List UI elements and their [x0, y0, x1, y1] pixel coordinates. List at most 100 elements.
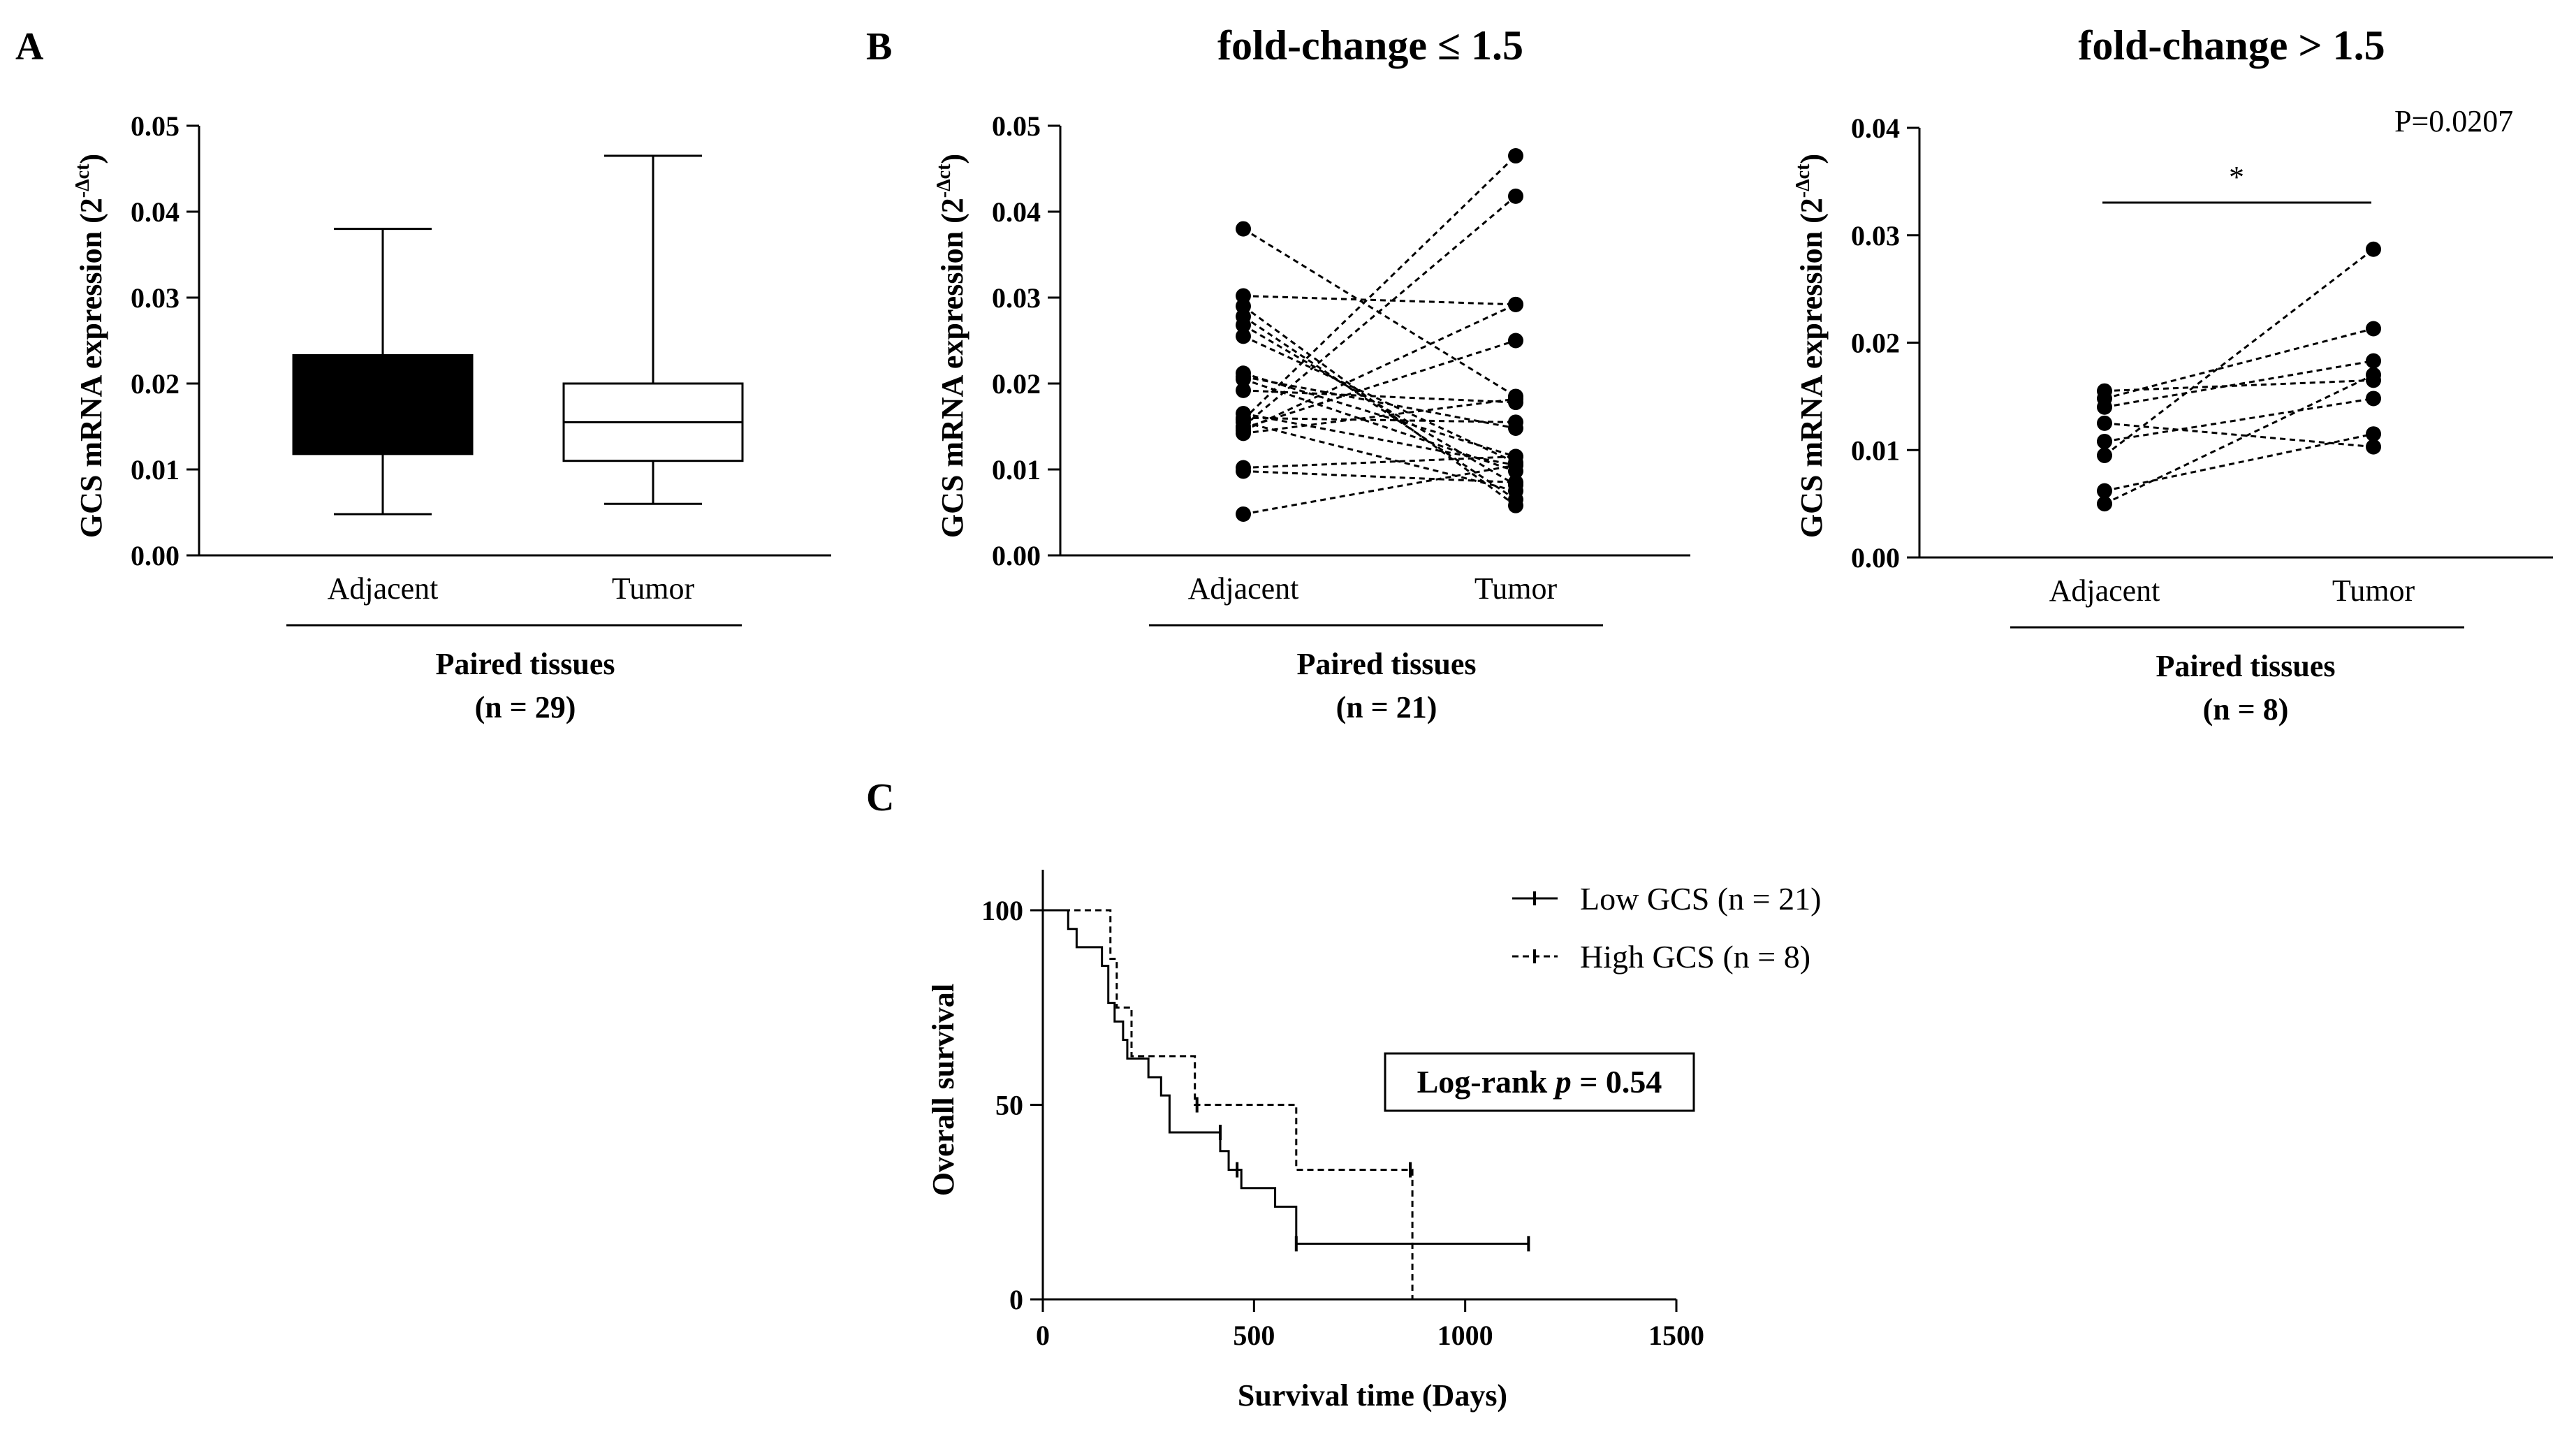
- panel-b2-pairs: [2097, 241, 2381, 512]
- legend-high-label: High GCS (n = 8): [1580, 939, 1810, 975]
- panel-a-y-tick-label: 0.04: [131, 196, 180, 228]
- panel-b2-significance-star: *: [2229, 160, 2244, 194]
- adjacent-point: [2097, 399, 2112, 415]
- pair-line: [1243, 375, 1516, 430]
- panel-c-x-tick-label: 0: [1036, 1320, 1050, 1351]
- panel-b1-y-tick-label: 0.05: [992, 110, 1041, 142]
- pair-line: [1243, 464, 1516, 516]
- pair-line: [2104, 379, 2374, 393]
- adjacent-point: [2097, 447, 2112, 463]
- panel-b1-y-tick-label: 0.01: [992, 454, 1041, 486]
- panel-a-y-tick-label: 0.03: [131, 282, 180, 314]
- tumor-point: [1508, 474, 1523, 490]
- panel-a-y-ticks: 0.00 0.01 0.02 0.03 0.04 0.05: [131, 110, 199, 571]
- panel-b1-x-tick-adjacent: Adjacent: [1188, 571, 1299, 606]
- tumor-point: [2366, 241, 2381, 257]
- panel-letter-b: B: [866, 25, 892, 68]
- panel-b1-title: fold-change ≤ 1.5: [1217, 22, 1523, 68]
- panel-b1-y-axis-title: GCS mRNA expression (2-Δct): [933, 154, 969, 538]
- pair-line: [2104, 397, 2374, 443]
- panel-letter-c: C: [866, 776, 894, 819]
- panel-c-curves: [1043, 909, 1530, 1299]
- panel-b2-y-tick-label: 0.04: [1851, 112, 1900, 144]
- pair-line: [1243, 389, 1516, 404]
- tumor-point: [1508, 188, 1523, 204]
- tumor-point: [2366, 353, 2381, 369]
- panel-c-x-tick-label: 1500: [1648, 1320, 1704, 1351]
- pair-line: [1242, 154, 1517, 421]
- tumor-point: [2366, 321, 2381, 337]
- panel-b1-y-tick-label: 0.03: [992, 282, 1041, 314]
- panel-b2-y-axis-title: GCS mRNA expression (2-Δct): [1792, 154, 1829, 538]
- panel-a-chart: GCS mRNA expression (2-Δct) 0.00 0.01 0.02…: [72, 110, 831, 724]
- pair-line: [2104, 328, 2374, 400]
- panel-c-stat-label: Log-rank p = 0.54: [1417, 1064, 1662, 1100]
- adjacent-point: [2097, 483, 2112, 499]
- pair-line: [1243, 335, 1516, 464]
- adjacent-point: [2097, 415, 2112, 431]
- panel-b1-chart: fold-change ≤ 1.5 GCS mRNA expression (2…: [933, 22, 1690, 724]
- panel-a-x-tick-adjacent: Adjacent: [328, 571, 439, 606]
- panel-b2-x-tick-tumor: Tumor: [2332, 574, 2415, 608]
- panel-b2-y-tick-label: 0.02: [1851, 328, 1900, 359]
- panel-a-y-tick-label: 0.01: [131, 454, 180, 486]
- panel-c-x-tick-label: 500: [1233, 1320, 1275, 1351]
- pair-line: [1243, 295, 1516, 306]
- high-gcs-curve: [1043, 909, 1414, 1299]
- panel-b1-y-tick-label: 0.04: [992, 196, 1041, 228]
- adjacent-point: [1236, 328, 1251, 344]
- tumor-point: [1508, 296, 1523, 312]
- panel-letter-a: A: [15, 25, 44, 68]
- panel-c-x-axis-title: Survival time (Days): [1238, 1378, 1507, 1413]
- pair-line: [1243, 303, 1516, 432]
- adjacent-point: [1236, 382, 1251, 398]
- panel-b1-y-tick-label: 0.00: [992, 540, 1041, 571]
- adjacent-point: [1236, 369, 1251, 385]
- panel-a-n-label: (n = 29): [475, 690, 576, 724]
- tumor-point: [2366, 367, 2381, 383]
- pair-line: [1243, 455, 1516, 469]
- adjacent-point: [1236, 463, 1251, 479]
- pair-line: [1243, 324, 1516, 486]
- tumor-point: [1508, 414, 1523, 430]
- panel-a-y-tick-label: 0.02: [131, 368, 180, 400]
- panel-c-y-axis-title: Overall survival: [926, 984, 960, 1196]
- panel-b2-chart: fold-change > 1.5 GCS mRNA expression (2…: [1792, 22, 2553, 727]
- tumor-point: [2366, 426, 2381, 442]
- box-body: [292, 353, 474, 455]
- panel-b2-title: fold-change > 1.5: [2078, 22, 2385, 68]
- adjacent-point: [1236, 221, 1251, 237]
- pair-line: [2104, 248, 2374, 457]
- panel-b2-group-label: Paired tissues: [2156, 649, 2335, 683]
- panel-b2-p-value: P=0.0207: [2394, 104, 2513, 138]
- panel-b2-y-tick-label: 0.00: [1851, 542, 1900, 574]
- pair-line: [1243, 421, 1516, 493]
- low-gcs-curve: [1043, 909, 1529, 1245]
- pair-line: [2104, 360, 2374, 409]
- pair-line: [1243, 378, 1516, 472]
- panel-b2-x-tick-adjacent: Adjacent: [2049, 574, 2160, 608]
- panel-c-legend: Low GCS (n = 21) High GCS (n = 8): [1512, 881, 1821, 975]
- panel-b1-y-tick-label: 0.02: [992, 368, 1041, 400]
- tumor-point: [1508, 148, 1523, 164]
- panel-b1-group-label: Paired tissues: [1296, 647, 1476, 681]
- pair-line: [1243, 416, 1516, 423]
- pair-line: [2104, 432, 2374, 493]
- adjacent-point: [1236, 425, 1251, 442]
- panel-b2-y-ticks: 0.00 0.01 0.02 0.03 0.04: [1851, 112, 1919, 574]
- tumor-point: [1508, 457, 1523, 473]
- panel-a-y-axis-title: GCS mRNA expression (2-Δct): [72, 154, 108, 538]
- pair-line: [1243, 397, 1516, 435]
- panel-b1-x-tick-tumor: Tumor: [1474, 571, 1558, 606]
- panel-b1-y-ticks: 0.00 0.01 0.02 0.03 0.04 0.05: [992, 110, 1060, 571]
- panel-b2-y-tick-label: 0.01: [1851, 435, 1900, 466]
- pair-line: [1243, 372, 1516, 458]
- panel-a-x-tick-tumor: Tumor: [612, 571, 695, 606]
- panel-b1-n-label: (n = 21): [1336, 690, 1437, 724]
- pair-line: [2104, 374, 2374, 505]
- tumor-point: [2366, 439, 2381, 455]
- adjacent-point: [1236, 317, 1251, 333]
